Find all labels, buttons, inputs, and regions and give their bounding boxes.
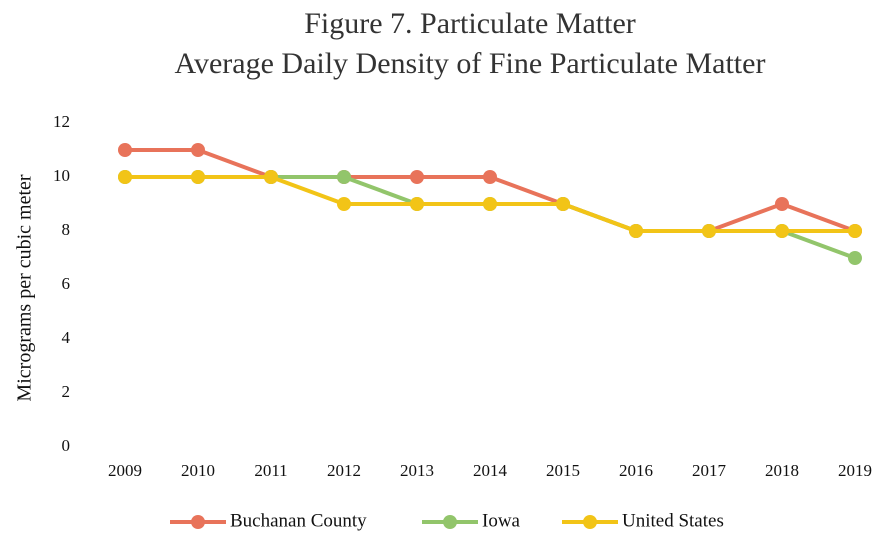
y-tick-label: 2 [62, 382, 71, 401]
x-tick-label: 2016 [619, 461, 653, 480]
y-tick-label: 4 [62, 328, 71, 347]
point [410, 197, 424, 211]
point [775, 197, 789, 211]
point [775, 224, 789, 238]
point [118, 170, 132, 184]
point [483, 197, 497, 211]
point [337, 170, 351, 184]
point [702, 224, 716, 238]
y-tick-label: 10 [53, 166, 70, 185]
point [848, 224, 862, 238]
point [483, 170, 497, 184]
x-tick-label: 2014 [473, 461, 508, 480]
point [410, 170, 424, 184]
x-tick-label: 2009 [108, 461, 142, 480]
legend-label: Buchanan County [230, 510, 367, 531]
y-axis-label: Micrograms per cubic meter [14, 174, 36, 401]
series-line [125, 148, 856, 233]
legend-label: Iowa [482, 510, 521, 531]
chart-subtitle: Average Daily Density of Fine Particulat… [175, 47, 766, 80]
chart-title: Figure 7. Particulate Matter [304, 7, 636, 40]
y-tick-label: 6 [62, 274, 71, 293]
y-tick-label: 8 [62, 220, 71, 239]
legend-marker [583, 515, 597, 529]
x-tick-label: 2017 [692, 461, 727, 480]
point [118, 143, 132, 157]
x-tick-label: 2010 [181, 461, 215, 480]
point [848, 251, 862, 265]
point [556, 197, 570, 211]
legend-marker [191, 515, 205, 529]
y-tick-label: 12 [53, 112, 70, 131]
point [337, 197, 351, 211]
x-tick-label: 2015 [546, 461, 580, 480]
point [629, 224, 643, 238]
x-tick-label: 2011 [254, 461, 287, 480]
point [264, 170, 278, 184]
x-tick-label: 2018 [765, 461, 799, 480]
x-tick-label: 2012 [327, 461, 361, 480]
point [191, 143, 205, 157]
legend-label: United States [622, 510, 724, 531]
point [191, 170, 205, 184]
legend-marker [443, 515, 457, 529]
x-tick-label: 2019 [838, 461, 872, 480]
x-tick-label: 2013 [400, 461, 434, 480]
y-tick-label: 0 [62, 436, 71, 455]
